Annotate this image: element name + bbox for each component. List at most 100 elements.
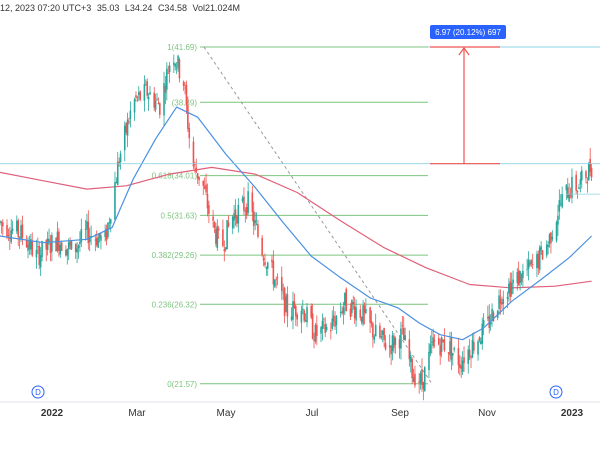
candle-up bbox=[536, 250, 538, 278]
candle-up bbox=[282, 283, 284, 301]
candle-down bbox=[457, 337, 460, 374]
candle-down bbox=[590, 163, 593, 181]
candle-down bbox=[261, 235, 263, 258]
candle-up bbox=[373, 334, 376, 344]
candle-down bbox=[488, 304, 491, 334]
arrow-up-icon bbox=[458, 46, 470, 56]
candle-down bbox=[330, 322, 332, 340]
candle-down bbox=[501, 296, 503, 309]
candle-down bbox=[215, 222, 217, 247]
dividend-marker[interactable]: D bbox=[31, 385, 45, 399]
fib-level-label: 0.382(29.26) bbox=[152, 251, 198, 260]
candle-up bbox=[380, 330, 383, 340]
candle-up bbox=[527, 251, 530, 281]
candle-up bbox=[175, 62, 178, 75]
candle-down bbox=[517, 261, 520, 286]
candle-up bbox=[224, 247, 227, 253]
candle-down bbox=[393, 333, 395, 354]
candle-up bbox=[154, 93, 157, 113]
candle-down bbox=[422, 381, 425, 401]
candle-up bbox=[56, 221, 59, 253]
candle-up bbox=[20, 219, 22, 243]
candle-down bbox=[31, 232, 34, 258]
candle-up bbox=[335, 314, 338, 335]
candle-down bbox=[468, 339, 471, 360]
fib-level-label: 0.236(26.32) bbox=[152, 300, 198, 309]
candle-up bbox=[226, 219, 228, 250]
candle-up bbox=[143, 75, 146, 112]
candle-up bbox=[559, 194, 562, 207]
candle-up bbox=[540, 241, 542, 255]
candle-up bbox=[304, 313, 307, 322]
candle-down bbox=[69, 237, 71, 250]
candle-up bbox=[97, 233, 99, 249]
candle-up bbox=[587, 161, 590, 181]
candle-up bbox=[578, 184, 580, 190]
candle-down bbox=[383, 327, 385, 348]
candle-down bbox=[509, 272, 512, 302]
candle-down bbox=[418, 373, 420, 394]
candle-down bbox=[316, 315, 318, 345]
candle-down bbox=[372, 322, 374, 348]
drawing-tools[interactable]: 6.97 (20.12%) 697 bbox=[0, 25, 600, 195]
candle-up bbox=[538, 245, 541, 273]
candle-up bbox=[123, 121, 126, 162]
candle-up bbox=[467, 345, 470, 374]
candle-up bbox=[302, 299, 304, 315]
ma-short-line bbox=[0, 106, 593, 341]
candle-up bbox=[237, 198, 240, 233]
candle-up bbox=[177, 54, 179, 72]
candle-down bbox=[569, 187, 572, 199]
candle-up bbox=[107, 222, 109, 239]
candle-up bbox=[440, 336, 443, 358]
ohlc-volume: Vol21.024M bbox=[192, 3, 241, 13]
candle-up bbox=[374, 313, 377, 337]
candle-down bbox=[178, 57, 181, 83]
candle-up bbox=[344, 292, 346, 316]
candle-up bbox=[241, 195, 244, 204]
candle-down bbox=[188, 122, 191, 149]
candle-up bbox=[41, 240, 43, 262]
candle-up bbox=[109, 218, 112, 233]
candle-up bbox=[67, 238, 70, 261]
candle-up bbox=[79, 231, 81, 253]
candle-up bbox=[547, 241, 549, 255]
dividend-marker[interactable]: D bbox=[549, 385, 563, 399]
candle-up bbox=[412, 368, 415, 383]
candle-up bbox=[174, 62, 177, 71]
candle-down bbox=[341, 305, 343, 316]
candle-down bbox=[7, 228, 10, 242]
candle-down bbox=[379, 322, 381, 340]
dividend-marker-label: D bbox=[35, 388, 41, 397]
fibonacci-retracement[interactable]: 1(41.69) (38.39) 0.618(34.01) 0.5(31.63) 0.3… bbox=[152, 43, 600, 389]
candle-up bbox=[555, 220, 558, 243]
candle-down bbox=[262, 254, 265, 267]
candle-down bbox=[167, 65, 170, 74]
candle-down bbox=[531, 253, 534, 270]
candle-up bbox=[244, 207, 247, 223]
candle-down bbox=[566, 177, 569, 199]
candle-down bbox=[492, 310, 495, 322]
candle-down bbox=[575, 170, 577, 195]
candle-up bbox=[86, 213, 88, 240]
candle-down bbox=[402, 316, 405, 340]
candle-down bbox=[283, 286, 286, 324]
candle-down bbox=[280, 266, 283, 300]
candle-up bbox=[255, 212, 258, 226]
candle-down bbox=[95, 230, 98, 248]
candle-down bbox=[9, 227, 11, 251]
candle-down bbox=[345, 287, 348, 312]
candle-down bbox=[0, 220, 3, 234]
candle-down bbox=[25, 235, 28, 248]
candle-up bbox=[156, 92, 158, 101]
candle-up bbox=[314, 322, 317, 344]
candle-up bbox=[119, 150, 122, 170]
candle-down bbox=[74, 243, 77, 259]
candle-up bbox=[579, 171, 582, 193]
candle-down bbox=[187, 96, 189, 132]
candle-up bbox=[558, 189, 561, 220]
measure-label[interactable]: 6.97 (20.12%) 697 bbox=[430, 25, 506, 40]
ohlc-header: 12, 2023 07:20 UTC+3 35.03 L34.24 C34.58… bbox=[0, 3, 243, 13]
candle-up bbox=[432, 328, 434, 349]
